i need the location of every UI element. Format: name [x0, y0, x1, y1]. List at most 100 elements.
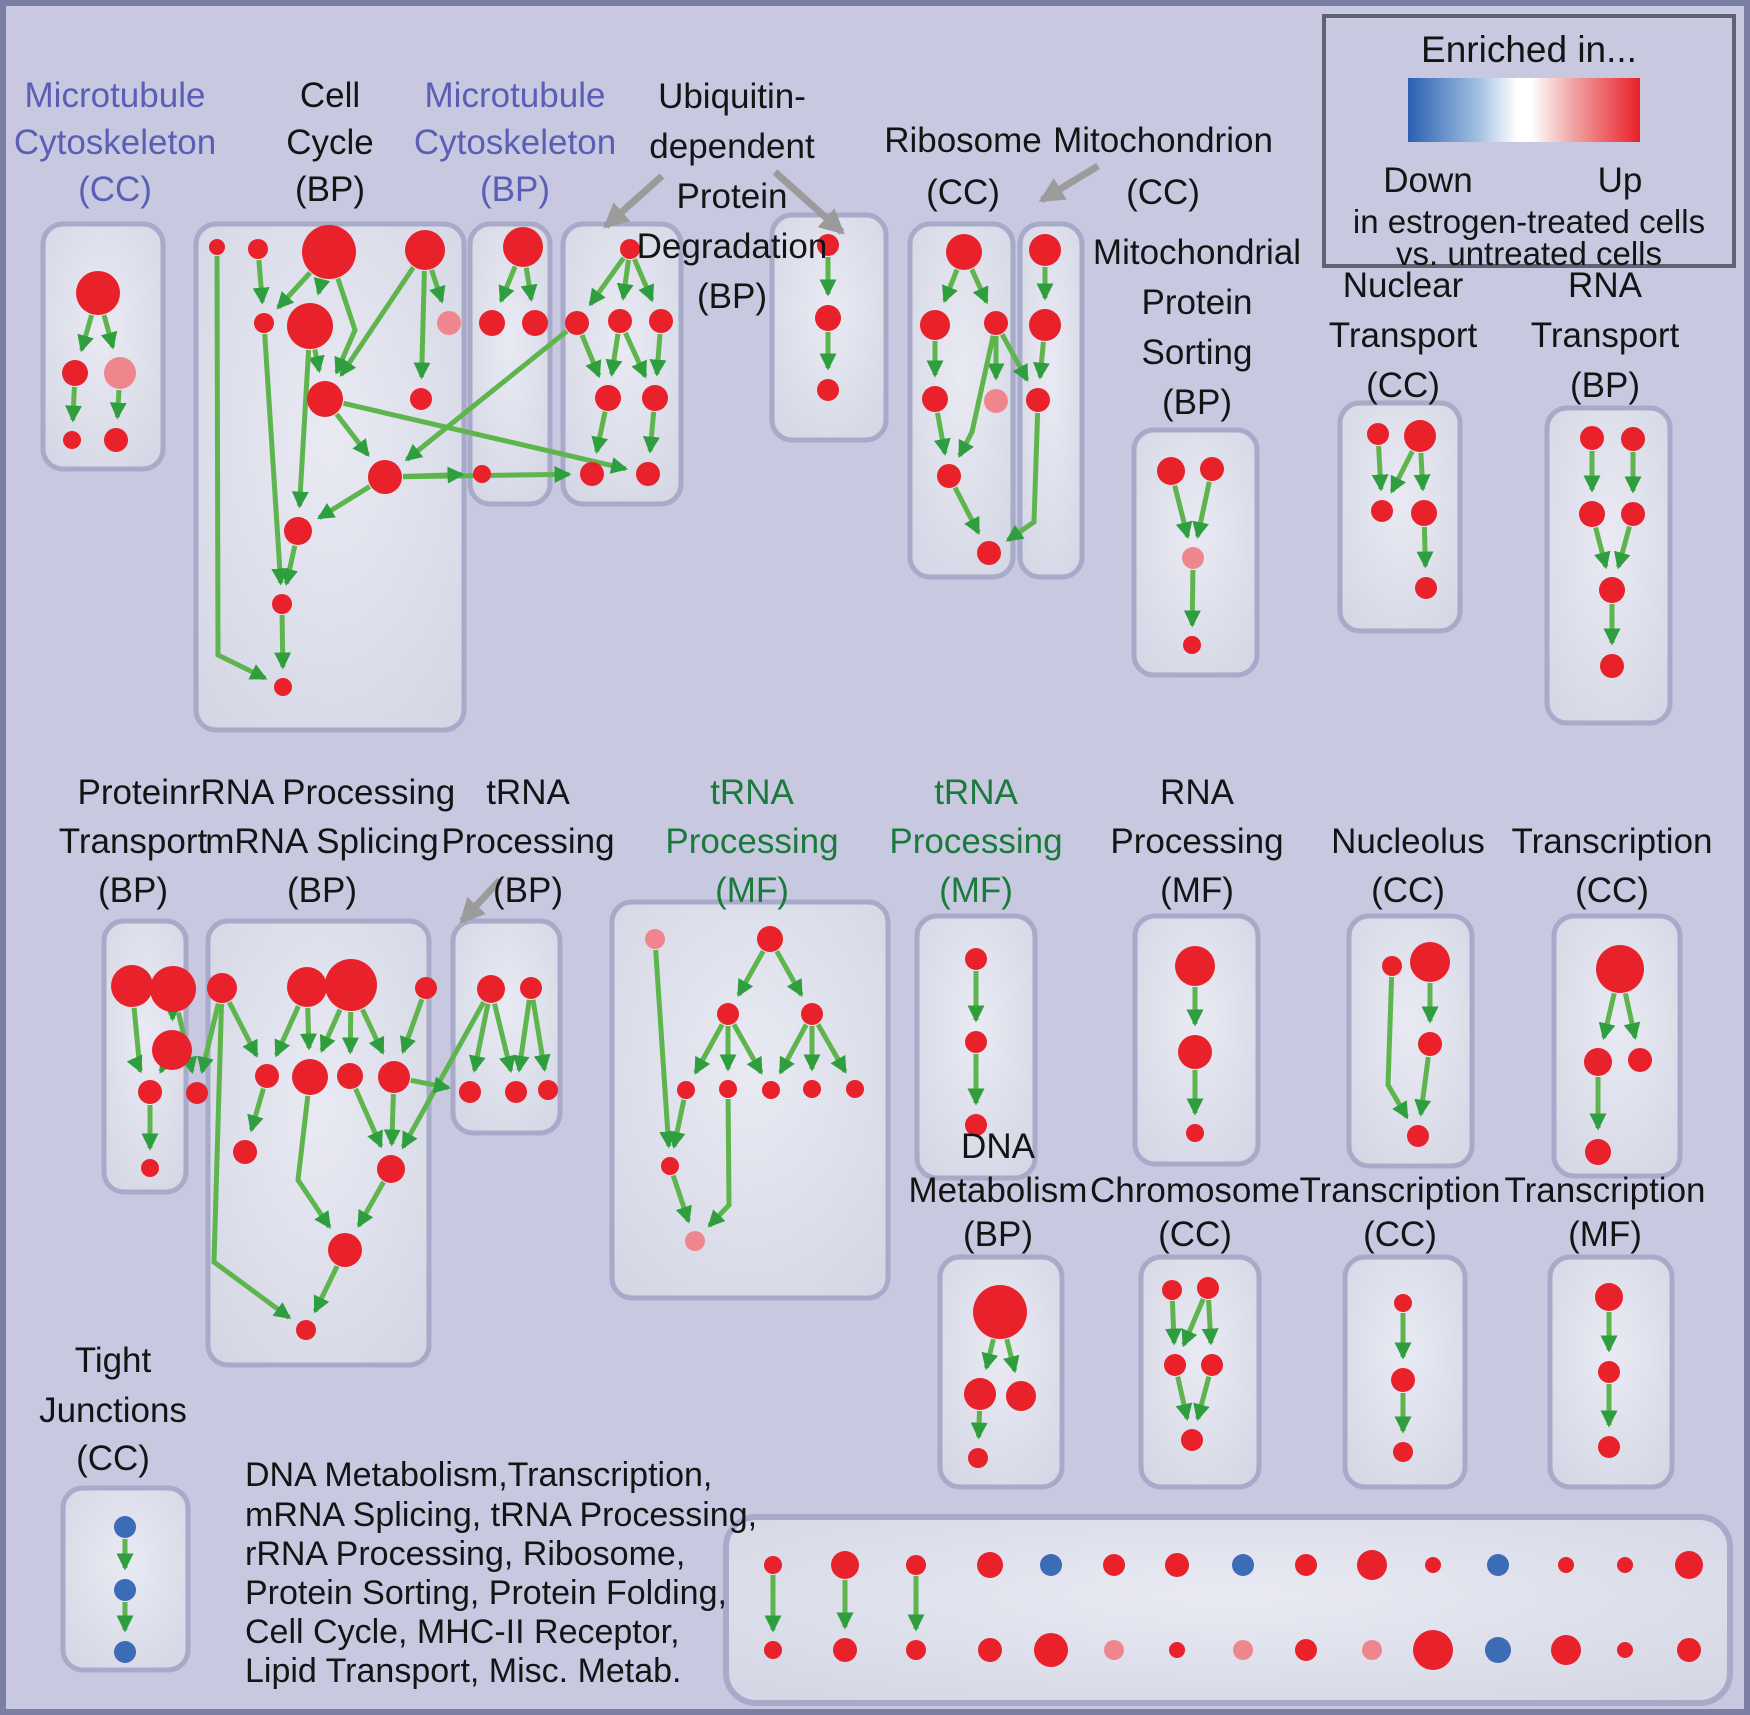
cluster-label-mtbp-line-2: Cytoskeleton — [414, 123, 616, 162]
node-rnatrans-c — [1599, 577, 1625, 603]
edge-ubiqA-t-m2 — [616, 259, 634, 301]
cluster-label-mitosort-line-2: Protein — [1142, 283, 1253, 322]
edge-prottrans-l-a — [158, 1054, 176, 1074]
node-trnamf1-bp — [685, 1231, 705, 1251]
node-transmf3-n3 — [1598, 1436, 1620, 1458]
node-ubiqA-t — [620, 239, 640, 259]
edge-trnabp-t2-b3 — [530, 999, 551, 1072]
bottom-box-top-dot-11 — [1425, 1557, 1441, 1573]
node-trnamf1-r4 — [803, 1080, 821, 1098]
edge-mtcc-b-d — [65, 386, 83, 423]
node-nuctrans-b — [1415, 577, 1437, 599]
node-mtcc-b — [62, 360, 88, 386]
legend: Enriched in... Down Up in estrogen-treat… — [1322, 14, 1736, 272]
node-rrna-m2 — [292, 1059, 328, 1095]
node-mtbp-m1 — [479, 310, 505, 336]
cluster-label-mitosort-line-1: Mitochondrial — [1093, 233, 1301, 272]
legend-up-label: Up — [1598, 161, 1643, 200]
edge-transcc2-xl-ml — [1598, 992, 1617, 1041]
edge-ribosome-m2-c — [933, 412, 951, 456]
edge-trnamf1-t-ml — [736, 949, 766, 998]
edge-cellcycle-j-k — [317, 484, 372, 520]
node-nucleolus-s — [1382, 956, 1402, 976]
node-cellcycle-g — [437, 311, 461, 335]
cluster-label-trnabp-line-1: tRNA — [486, 773, 570, 812]
edge-nuctrans-tr-ml — [1389, 450, 1415, 494]
edge-trnamf1-ml-r1 — [693, 1023, 725, 1075]
node-trnamf1-mr — [801, 1003, 823, 1025]
edge-cellcycle-e-l — [262, 333, 289, 586]
cluster-label-trnamf1-line-3: (MF) — [715, 871, 789, 910]
bottom-box-bottom-dot-5 — [1034, 1633, 1068, 1667]
summary-text-line-3: rRNA Processing, Ribosome, — [245, 1535, 685, 1573]
edge-mito-m-b2 — [1032, 341, 1050, 380]
cluster-label-ubiq-line-1: Ubiquitin- — [658, 77, 806, 116]
cluster-box-dnametab — [937, 1254, 1065, 1490]
cluster-label-tightjunc-line-3: (CC) — [76, 1439, 150, 1478]
edge-mtcc-c-e — [109, 389, 127, 420]
cluster-label-mito-line-1: Mitochondrion — [1053, 121, 1273, 160]
node-dnametab-mr — [1006, 1381, 1036, 1411]
node-nuctrans-tr — [1404, 420, 1436, 452]
node-rnatrans-m2 — [1621, 502, 1645, 526]
cluster-label-rrna-line-2: mRNA Splicing — [205, 822, 438, 861]
node-trnabp-bl — [459, 1081, 481, 1103]
edge-mtcc-a-c — [100, 314, 118, 350]
summary-text-line-4: Protein Sorting, Protein Folding, — [245, 1574, 727, 1612]
cross-edge-rrna.m4-trnabp.bl — [410, 1076, 451, 1094]
cluster-label-trnamf1-line-2: Processing — [665, 822, 838, 861]
edge-trnamf1-mr-r5 — [815, 1023, 848, 1074]
cluster-label-rnatrans-line-3: (BP) — [1570, 366, 1640, 405]
edge-cellcycle-f-k — [291, 349, 312, 509]
node-rrna-q — [328, 1233, 362, 1267]
node-rnatrans-t2 — [1621, 427, 1645, 451]
cluster-box-nuctrans — [1337, 400, 1463, 634]
node-ubiqA-b1 — [580, 462, 604, 486]
cluster-label-nuctrans-line-2: Transport — [1329, 316, 1478, 355]
cluster-label-ribosome-line-2: (CC) — [926, 173, 1000, 212]
cross-edge-mito.b2-ribosome.b — [1005, 412, 1041, 543]
node-nuctrans-tl — [1367, 423, 1389, 445]
cluster-label-cellcycle-line-2: Cycle — [286, 123, 374, 162]
cluster-label-prottrans-line-3: (BP) — [98, 871, 168, 910]
cluster-label-cellcycle-line-3: (BP) — [295, 170, 365, 209]
bottom-box-bottom-dot-4 — [978, 1638, 1002, 1662]
cluster-label-ubiq-line-4: Degradation — [637, 227, 828, 266]
cluster-label-ribosome-line-1: Ribosome — [884, 121, 1042, 160]
edge-trnabp-t1-br — [492, 1003, 516, 1074]
edge-mtbp-t-m1 — [498, 265, 518, 304]
bottom-box-bottom-dot-10 — [1362, 1640, 1382, 1660]
node-transmf3-n1 — [1595, 1283, 1623, 1311]
node-ribosome-ml — [920, 310, 950, 340]
edge-ribosome-mr-c — [957, 335, 996, 458]
bottom-box-bottom-dot-7 — [1169, 1642, 1185, 1658]
node-ubiqA-l2 — [642, 385, 668, 411]
node-dnametab-xl — [973, 1285, 1027, 1339]
cluster-label-rrna-line-3: (BP) — [287, 871, 357, 910]
cluster-label-mitosort-line-3: Sorting — [1142, 333, 1253, 372]
cluster-label-dnametab-line-2: Metabolism — [909, 1171, 1088, 1210]
cluster-label-chromosome-line-1: Chromosome — [1090, 1171, 1300, 1210]
summary-text-line-1: DNA Metabolism,Transcription, — [245, 1456, 712, 1494]
edge-mtbp-t-m2 — [520, 267, 538, 302]
edge-trnamf1-t-mr — [774, 949, 804, 998]
node-trnabp-b3 — [538, 1080, 558, 1100]
node-chromosome-t1 — [1162, 1280, 1182, 1300]
edge-cellcycle-f-h — [307, 348, 325, 374]
node-rrna-t1 — [207, 973, 237, 1003]
node-rnatrans-m1 — [1579, 501, 1605, 527]
node-cellcycle-b — [248, 239, 268, 259]
node-rrna-p2 — [377, 1155, 405, 1183]
cluster-label-tightjunc-line-1: Tight — [75, 1341, 152, 1380]
node-rnaprocmf-n2 — [1178, 1035, 1212, 1069]
node-mtbp-t — [503, 227, 543, 267]
cluster-label-mtbp-line-1: Microtubule — [425, 76, 606, 115]
edge-rrna-t1-b — [211, 1003, 292, 1320]
edge-trnamf1-ml-r3 — [731, 1023, 764, 1075]
bottom-box-bottom-dot-14 — [1617, 1642, 1633, 1658]
bottom-box-bottom-dot-9 — [1295, 1639, 1317, 1661]
cluster-label-ubiq-line-2: dependent — [649, 127, 815, 166]
node-ribosome-b — [977, 541, 1001, 565]
cluster-label-trnamf2-line-3: (MF) — [939, 871, 1013, 910]
